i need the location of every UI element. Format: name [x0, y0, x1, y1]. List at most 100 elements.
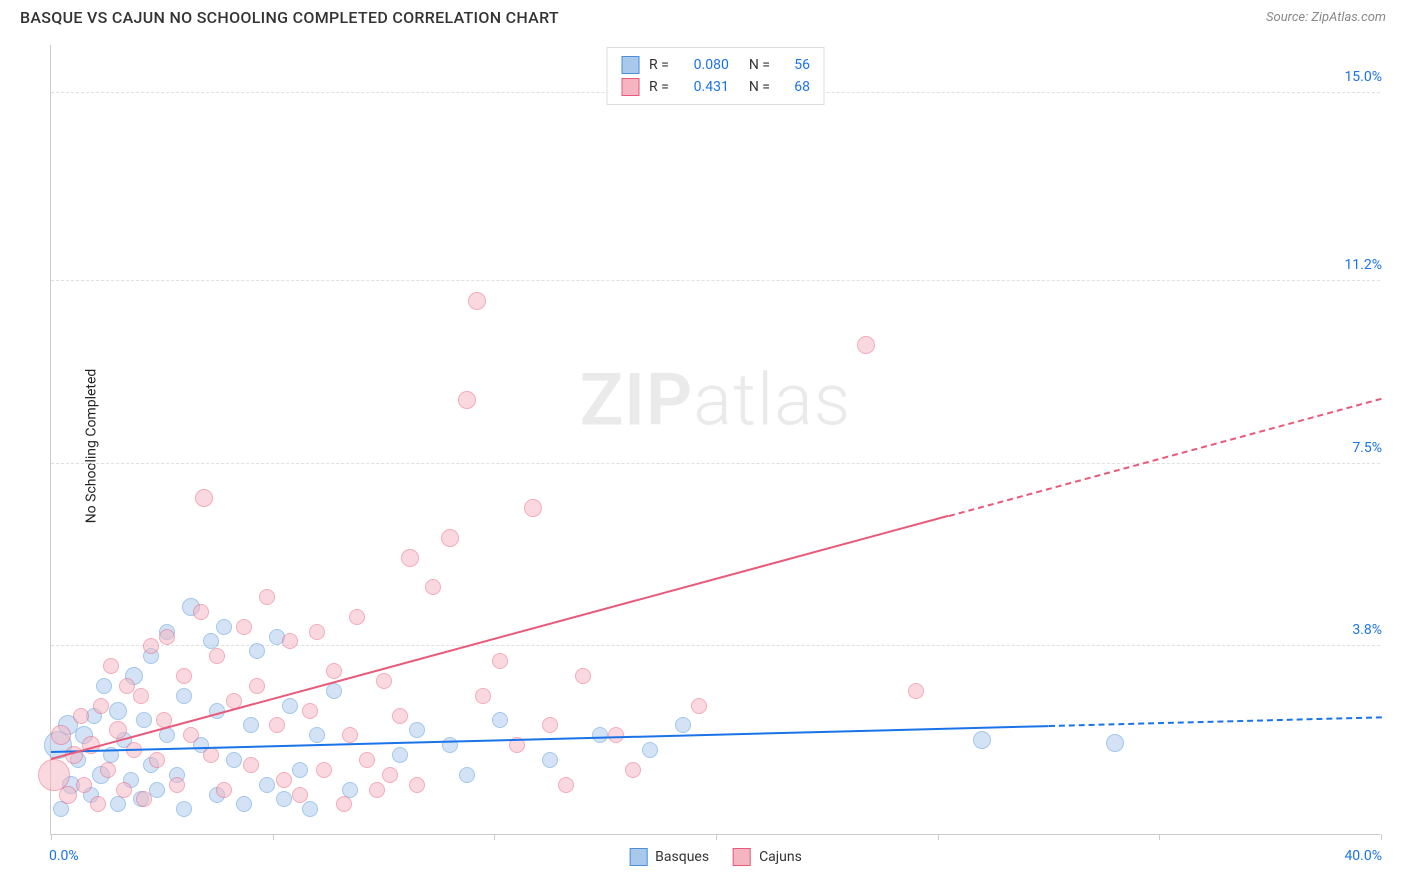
data-point: [249, 643, 265, 659]
y-tick-label: 15.0%: [1338, 69, 1382, 85]
data-point: [492, 653, 508, 669]
n-value: 56: [780, 57, 810, 73]
r-label: R =: [649, 57, 669, 73]
data-point: [425, 579, 441, 595]
data-point: [309, 624, 325, 640]
data-point: [524, 499, 542, 517]
data-point: [243, 757, 259, 773]
data-point: [409, 722, 425, 738]
data-point: [857, 336, 875, 354]
data-point: [542, 752, 558, 768]
n-value: 68: [780, 79, 810, 95]
data-point: [226, 752, 242, 768]
gridline: [51, 463, 1380, 464]
data-point: [316, 762, 332, 778]
x-tick: [1159, 834, 1160, 840]
data-point: [441, 529, 459, 547]
x-tick: [938, 834, 939, 840]
correlation-legend: R =0.080N =56R =0.431N =68: [606, 47, 825, 105]
data-point: [103, 658, 119, 674]
data-point: [269, 717, 285, 733]
data-point: [100, 762, 116, 778]
data-point: [193, 604, 209, 620]
data-point: [691, 698, 707, 714]
data-point: [149, 782, 165, 798]
chart-title: BASQUE VS CAJUN NO SCHOOLING COMPLETED C…: [20, 8, 559, 27]
data-point: [592, 727, 608, 743]
x-tick: [1381, 834, 1382, 840]
data-point: [382, 767, 398, 783]
data-point: [236, 796, 252, 812]
data-point: [326, 683, 342, 699]
legend-item: Basques: [629, 848, 709, 866]
x-tick: [716, 834, 717, 840]
data-point: [133, 688, 149, 704]
data-point: [326, 663, 342, 679]
data-point: [282, 698, 298, 714]
data-point: [282, 633, 298, 649]
data-point: [392, 747, 408, 763]
x-tick: [273, 834, 274, 840]
data-point: [51, 725, 71, 745]
y-tick-label: 7.5%: [1346, 440, 1382, 456]
data-point: [109, 721, 127, 739]
chart-plot-area: ZIPatlas R =0.080N =56R =0.431N =68 Basq…: [50, 45, 1380, 835]
data-point: [276, 772, 292, 788]
x-tick: [51, 834, 52, 840]
data-point: [973, 731, 991, 749]
data-point: [96, 678, 112, 694]
data-point: [492, 712, 508, 728]
data-point: [276, 791, 292, 807]
data-point: [475, 688, 491, 704]
legend-item: Cajuns: [733, 848, 802, 866]
x-max-label: 40.0%: [1344, 848, 1382, 864]
data-point: [625, 762, 641, 778]
data-point: [542, 717, 558, 733]
data-point: [90, 796, 106, 812]
data-point: [203, 633, 219, 649]
data-point: [401, 549, 419, 567]
data-point: [336, 796, 352, 812]
data-point: [73, 708, 89, 724]
data-point: [249, 678, 265, 694]
legend-swatch: [621, 56, 639, 74]
trend-line-dashed: [948, 398, 1381, 517]
data-point: [76, 777, 92, 793]
data-point: [292, 787, 308, 803]
r-value: 0.080: [679, 57, 729, 73]
data-point: [110, 796, 126, 812]
data-point: [908, 683, 924, 699]
legend-label: Basques: [655, 849, 709, 865]
data-point: [149, 752, 165, 768]
gridline: [51, 280, 1380, 281]
n-label: N =: [749, 57, 770, 73]
data-point: [468, 292, 486, 310]
source-attribution: Source: ZipAtlas.com: [1266, 10, 1386, 25]
data-point: [216, 619, 232, 635]
data-point: [376, 673, 392, 689]
y-tick-label: 3.8%: [1346, 622, 1382, 638]
data-point: [93, 698, 109, 714]
x-tick: [494, 834, 495, 840]
data-point: [342, 727, 358, 743]
data-point: [1106, 734, 1124, 752]
data-point: [243, 717, 259, 733]
data-point: [342, 782, 358, 798]
data-point: [359, 752, 375, 768]
legend-row: R = 0.080 N = 56: [621, 54, 810, 76]
data-point: [176, 801, 192, 817]
data-point: [349, 609, 365, 625]
data-point: [136, 712, 152, 728]
data-point: [53, 801, 69, 817]
series-legend: Basques Cajuns: [629, 848, 802, 866]
legend-swatch: [733, 848, 751, 866]
data-point: [642, 742, 658, 758]
r-value: 0.431: [679, 79, 729, 95]
data-point: [392, 708, 408, 724]
data-point: [195, 489, 213, 507]
data-point: [369, 782, 385, 798]
legend-row: R =0.431N =68: [621, 76, 810, 98]
data-point: [302, 703, 318, 719]
data-point: [183, 727, 199, 743]
r-label: R =: [649, 79, 669, 95]
